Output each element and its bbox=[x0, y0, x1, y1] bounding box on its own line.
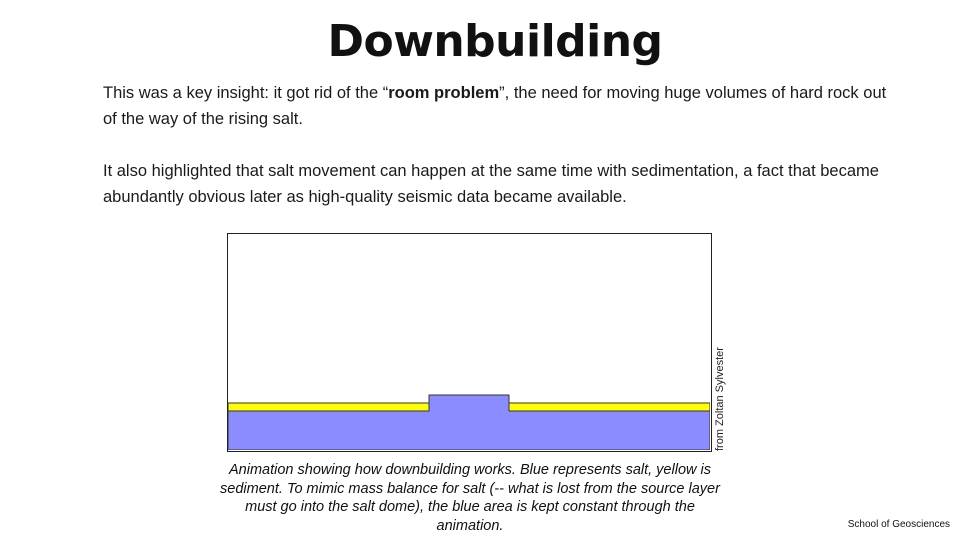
salt-layer bbox=[228, 394, 710, 450]
downbuilding-animation-frame bbox=[227, 233, 712, 452]
paragraph-text: This was a key insight: it got rid of th… bbox=[103, 84, 389, 102]
slide-title: Downbuilding bbox=[327, 16, 663, 67]
figure-credit: from Zoltan Sylvester bbox=[714, 347, 726, 451]
figure-caption: Animation showing how downbuilding works… bbox=[220, 462, 720, 534]
paragraph-sedimentation: It also highlighted that salt movement c… bbox=[103, 162, 879, 206]
paragraph-text: ”, the need for moving huge volumes of h… bbox=[103, 84, 887, 128]
footer-school-name: School of Geosciences bbox=[847, 519, 950, 530]
downbuilding-diagram bbox=[228, 394, 710, 450]
room-problem-emphasis: room problem bbox=[388, 84, 500, 102]
paragraph-room-problem: This was a key insight: it got rid of th… bbox=[103, 80, 893, 132]
